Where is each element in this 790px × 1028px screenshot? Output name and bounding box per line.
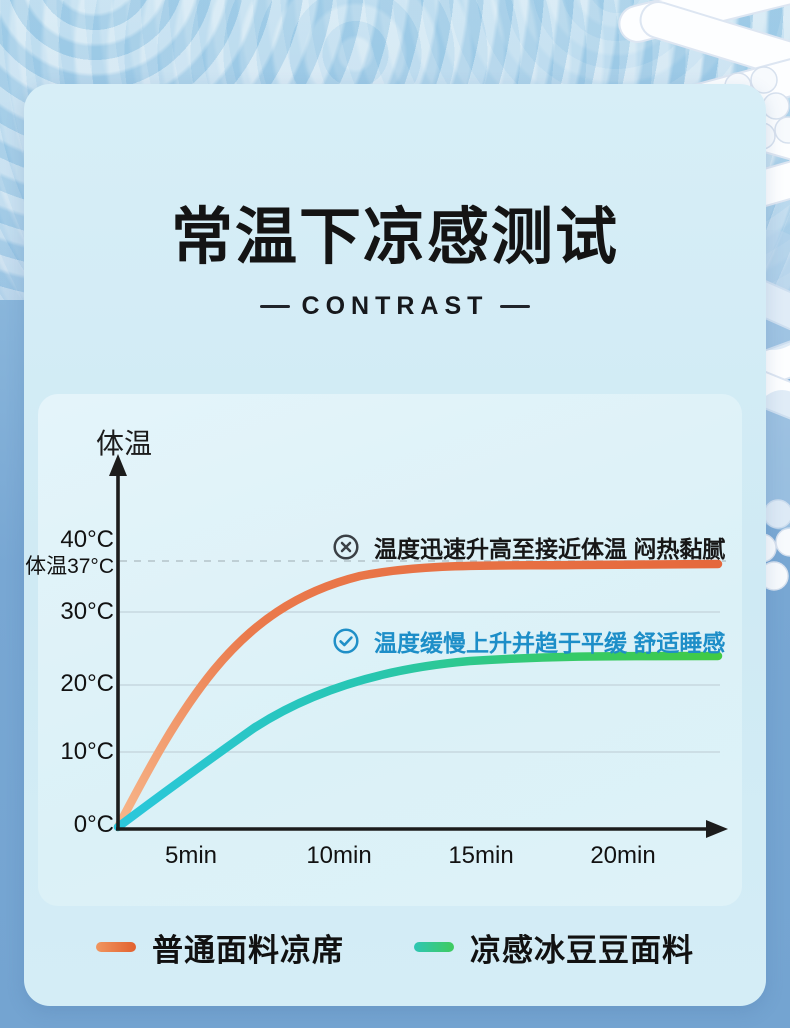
annotation-cooling-fabric: 温度缓慢上升并趋于平缓 舒适睡感 bbox=[332, 624, 725, 658]
subtitle-text: CONTRAST bbox=[301, 292, 489, 320]
content-card: 常温下凉感测试 CONTRAST bbox=[24, 84, 766, 1006]
legend-swatch-cooling bbox=[414, 942, 454, 952]
subtitle: CONTRAST bbox=[24, 292, 766, 321]
legend-item-cooling: 凉感冰豆豆面料 bbox=[414, 925, 694, 970]
x-circle-icon bbox=[333, 534, 359, 560]
y-tick-20: 20°C bbox=[60, 670, 114, 697]
axes bbox=[116, 472, 710, 831]
legend-label-cooling: 凉感冰豆豆面料 bbox=[470, 932, 694, 968]
annotation-cooling-text: 温度缓慢上升并趋于平缓 舒适睡感 bbox=[374, 630, 726, 656]
annotation-ordinary-fabric: 温度迅速升高至接近体温 闷热黏腻 bbox=[332, 530, 725, 564]
y-tick-0: 0°C bbox=[73, 811, 114, 838]
cooling-fabric-curve bbox=[113, 651, 723, 832]
page-title: 常温下凉感测试 bbox=[170, 203, 619, 272]
chart-panel: 体温 40°C 体温37°C 30°C 20°C 10°C 0°C 5min 1… bbox=[25, 394, 742, 906]
chart-canvas bbox=[109, 454, 728, 838]
x-axis-arrow bbox=[706, 820, 728, 838]
y-tick-37-bodytemp: 体温37°C bbox=[25, 555, 114, 578]
y-tick-10: 10°C bbox=[60, 738, 114, 765]
x-tick-20min: 20min bbox=[590, 842, 656, 869]
legend-swatch-ordinary bbox=[96, 942, 136, 952]
x-tick-10min: 10min bbox=[306, 842, 372, 869]
x-tick-5min: 5min bbox=[164, 842, 218, 869]
subtitle-left-line bbox=[259, 305, 290, 308]
annotation-ordinary-text: 温度迅速升高至接近体温 闷热黏腻 bbox=[374, 536, 726, 562]
y-tick-40: 40°C bbox=[60, 526, 114, 553]
chart-legend: 普通面料凉席 凉感冰豆豆面料 bbox=[24, 924, 766, 970]
y-tick-30: 30°C bbox=[60, 598, 114, 625]
legend-label-ordinary: 普通面料凉席 bbox=[152, 932, 344, 968]
check-circle-icon bbox=[333, 628, 359, 654]
y-axis-title: 体温 bbox=[96, 428, 153, 459]
y-axis-arrow bbox=[109, 454, 127, 476]
subtitle-right-line bbox=[500, 305, 531, 308]
x-tick-15min: 15min bbox=[448, 842, 514, 869]
ordinary-fabric-curve bbox=[113, 559, 723, 832]
legend-item-ordinary: 普通面料凉席 bbox=[96, 925, 344, 970]
